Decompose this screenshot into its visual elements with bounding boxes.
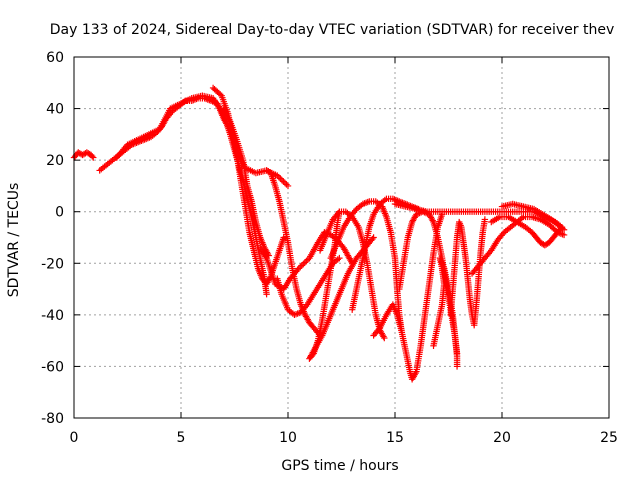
data-point bbox=[381, 334, 388, 342]
data-point bbox=[370, 234, 377, 241]
data-point bbox=[88, 153, 96, 160]
series-arch-1 bbox=[316, 208, 388, 342]
data-point bbox=[560, 226, 568, 233]
data-point bbox=[294, 266, 301, 274]
data-point bbox=[263, 291, 270, 298]
y-tick-label: 60 bbox=[46, 50, 64, 66]
data-point bbox=[297, 263, 304, 271]
y-tick-label: -40 bbox=[41, 308, 64, 324]
data-point bbox=[274, 172, 281, 179]
series-arch-5 bbox=[447, 216, 489, 329]
x-tick-label: 20 bbox=[493, 430, 511, 446]
data-point bbox=[277, 175, 284, 182]
series-early-1 bbox=[70, 149, 97, 161]
data-point bbox=[369, 235, 376, 243]
data-point bbox=[281, 179, 289, 187]
data-point bbox=[301, 259, 309, 266]
data-point bbox=[300, 260, 307, 268]
data-point bbox=[336, 254, 343, 262]
data-point bbox=[278, 176, 286, 184]
series-branch-b bbox=[220, 105, 272, 259]
data-point bbox=[217, 91, 224, 98]
y-tick-label: 40 bbox=[46, 102, 64, 118]
series-tail-1 bbox=[468, 213, 568, 277]
plot-frame bbox=[73, 56, 610, 419]
x-tick-label: 25 bbox=[600, 430, 618, 446]
series-tail-3 bbox=[498, 200, 568, 233]
y-tick-label: -80 bbox=[41, 411, 64, 427]
data-point bbox=[284, 182, 292, 190]
data-points bbox=[70, 84, 568, 383]
data-point bbox=[303, 257, 310, 265]
y-tick-label: 20 bbox=[46, 153, 64, 169]
data-point bbox=[275, 173, 283, 181]
x-tick-label: 5 bbox=[177, 430, 186, 446]
data-point bbox=[453, 363, 461, 370]
data-point bbox=[481, 216, 489, 223]
series-branch-c bbox=[263, 167, 324, 339]
y-axis-label: SDTVAR / TECUs bbox=[6, 183, 22, 298]
series-dip-2 bbox=[256, 229, 356, 293]
axis-ticks: 0 5 10 15 20 25 -80 -60 -40 -20 0 20 40 60 bbox=[41, 50, 618, 446]
x-tick-label: 0 bbox=[70, 430, 79, 446]
x-tick-label: 15 bbox=[386, 430, 404, 446]
x-tick-label: 10 bbox=[279, 430, 297, 446]
chart-title: Day 133 of 2024, Sidereal Day-to-day VTE… bbox=[50, 22, 614, 38]
series-branch-a bbox=[209, 84, 287, 288]
y-tick-label: 0 bbox=[55, 205, 64, 221]
data-point bbox=[280, 178, 287, 185]
data-point bbox=[283, 181, 290, 188]
x-axis-label: GPS time / hours bbox=[281, 458, 398, 474]
data-point bbox=[298, 262, 305, 269]
y-tick-label: -60 bbox=[41, 359, 64, 375]
data-point bbox=[90, 154, 97, 161]
data-point bbox=[295, 265, 302, 272]
y-tick-label: -20 bbox=[41, 256, 64, 272]
